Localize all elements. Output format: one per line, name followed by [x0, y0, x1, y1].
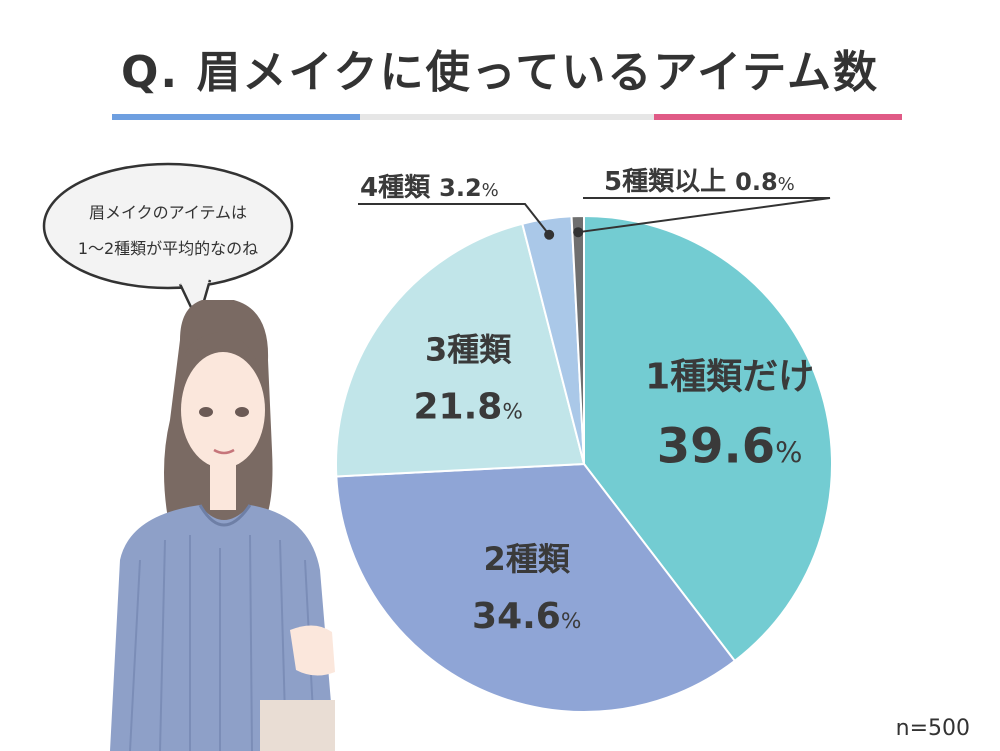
pie-slice	[583, 214, 833, 663]
pie-slice	[335, 222, 586, 478]
speech-bubble	[42, 162, 294, 326]
title-underline-blue	[112, 114, 360, 120]
woman-illustration	[110, 300, 335, 751]
slice-category-label: 4種類 3.2%	[360, 173, 499, 203]
pie-slice	[570, 214, 585, 465]
slice-value-label: 0.8	[735, 168, 778, 196]
title-underline-gray	[360, 114, 654, 120]
slice-label: 5種類以上 0.8%	[604, 167, 795, 197]
leader-line	[573, 197, 831, 238]
bubble-line-2: 1～2種類が平均的なのね	[77, 239, 259, 258]
slice-category-label: 5種類以上 0.8%	[604, 167, 795, 197]
slice-label: 4種類 3.2%	[360, 173, 499, 203]
bubble-line-1: 眉メイクのアイテムは	[88, 203, 248, 222]
pie-slice	[335, 462, 737, 713]
leader-line	[358, 203, 555, 240]
slice-category-label: 2種類	[484, 540, 571, 578]
title-underline-pink	[654, 114, 902, 120]
slice-category-label: 1種類だけ	[645, 357, 814, 398]
chart-title: Q. 眉メイクに使っているアイテム数	[121, 47, 879, 98]
slice-value-label: 3.2	[439, 174, 482, 202]
speech-bubble-text: 眉メイクのアイテムは 1～2種類が平均的なのね	[40, 195, 296, 267]
sample-size: n=500	[895, 716, 970, 741]
slice-category-label: 3種類	[425, 331, 512, 369]
